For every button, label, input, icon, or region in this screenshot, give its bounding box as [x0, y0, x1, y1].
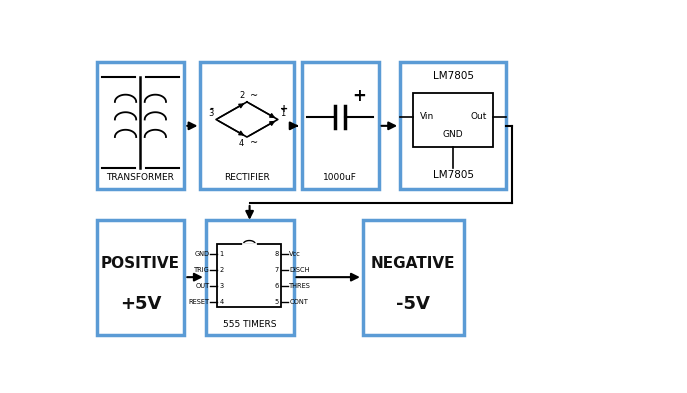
- Text: CONT: CONT: [289, 299, 308, 305]
- Text: LM7805: LM7805: [433, 170, 474, 180]
- Text: -5V: -5V: [396, 295, 430, 312]
- Text: 8: 8: [275, 251, 279, 257]
- Text: RECTIFIER: RECTIFIER: [224, 173, 270, 182]
- Text: DISCH: DISCH: [289, 267, 310, 273]
- Text: NEGATIVE: NEGATIVE: [371, 256, 455, 271]
- Text: LM7805: LM7805: [433, 72, 474, 81]
- Text: Vcc: Vcc: [289, 251, 301, 257]
- Text: POSITIVE: POSITIVE: [101, 256, 180, 271]
- FancyBboxPatch shape: [414, 92, 493, 147]
- Text: TRANSFORMER: TRANSFORMER: [106, 173, 174, 182]
- Text: +5V: +5V: [120, 295, 161, 312]
- Text: 3: 3: [220, 283, 224, 289]
- Text: 2: 2: [220, 267, 224, 273]
- Text: 4: 4: [220, 299, 224, 305]
- Text: +: +: [280, 104, 288, 114]
- Text: 3: 3: [208, 109, 214, 118]
- FancyBboxPatch shape: [363, 220, 464, 335]
- FancyBboxPatch shape: [400, 62, 506, 189]
- Text: 2: 2: [239, 92, 245, 101]
- Text: +: +: [352, 87, 365, 105]
- Text: 1000uF: 1000uF: [323, 173, 357, 182]
- FancyBboxPatch shape: [201, 62, 293, 189]
- Text: ~: ~: [249, 91, 258, 101]
- FancyBboxPatch shape: [96, 220, 184, 335]
- Text: Out: Out: [471, 112, 487, 121]
- Text: 7: 7: [275, 267, 279, 273]
- Text: TRIG: TRIG: [194, 267, 210, 273]
- Text: OUT: OUT: [195, 283, 210, 289]
- Text: Vin: Vin: [420, 112, 434, 121]
- FancyBboxPatch shape: [302, 62, 379, 189]
- Text: -: -: [210, 104, 214, 114]
- Text: 5: 5: [275, 299, 279, 305]
- Text: RESET: RESET: [188, 299, 210, 305]
- Text: GND: GND: [194, 251, 210, 257]
- FancyBboxPatch shape: [96, 62, 184, 189]
- Text: ~: ~: [249, 138, 258, 148]
- Text: 6: 6: [275, 283, 279, 289]
- Text: 555 TIMERS: 555 TIMERS: [223, 320, 276, 329]
- Text: GND: GND: [443, 130, 464, 140]
- FancyBboxPatch shape: [217, 244, 281, 307]
- FancyBboxPatch shape: [205, 220, 293, 335]
- Text: 1: 1: [280, 109, 286, 118]
- Text: THRES: THRES: [289, 283, 311, 289]
- Text: 4: 4: [239, 139, 245, 147]
- Text: 1: 1: [220, 251, 224, 257]
